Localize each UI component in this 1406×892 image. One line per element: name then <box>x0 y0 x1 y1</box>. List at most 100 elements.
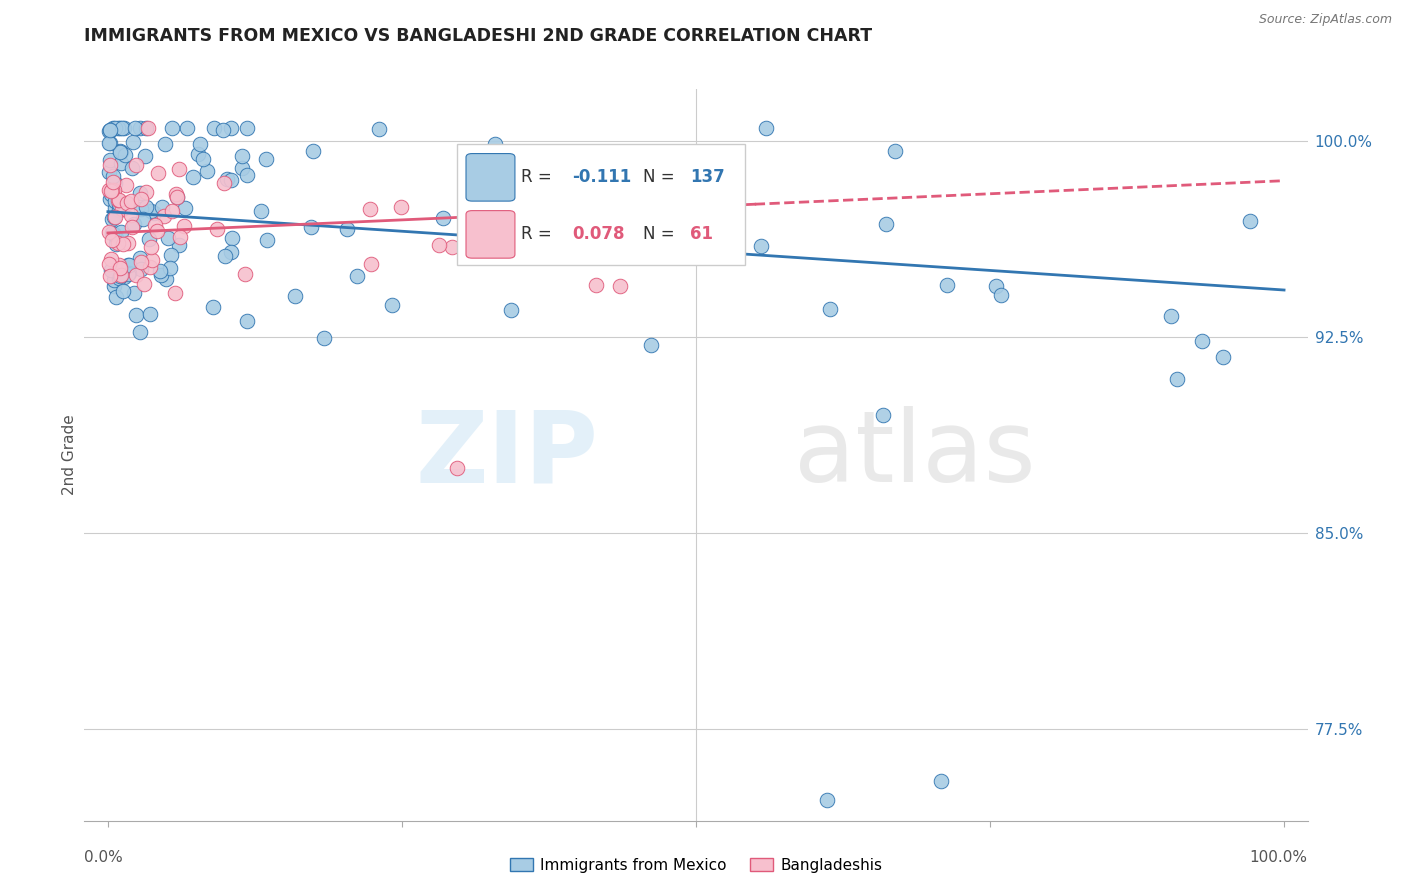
Point <box>640 338 662 352</box>
Point <box>432 211 454 225</box>
Text: 61: 61 <box>690 225 713 243</box>
Text: 0.0%: 0.0% <box>84 850 124 865</box>
Point <box>98 257 121 271</box>
Point <box>104 289 127 303</box>
Text: ZIP: ZIP <box>415 407 598 503</box>
Point <box>143 206 166 220</box>
Point <box>143 218 166 232</box>
Point <box>174 201 197 215</box>
Point <box>236 314 259 328</box>
Point <box>346 268 368 283</box>
Point <box>103 169 125 184</box>
Point <box>167 238 190 252</box>
Point <box>98 165 121 179</box>
Point <box>132 212 155 227</box>
Y-axis label: 2nd Grade: 2nd Grade <box>62 415 77 495</box>
Point <box>235 168 257 182</box>
Point <box>129 255 152 269</box>
Text: 100.0%: 100.0% <box>1250 850 1308 865</box>
Point <box>98 122 121 136</box>
Legend: Immigrants from Mexico, Bangladeshis: Immigrants from Mexico, Bangladeshis <box>503 852 889 879</box>
Point <box>110 145 132 159</box>
Point <box>550 227 572 242</box>
Point <box>108 145 131 159</box>
Point <box>110 155 132 169</box>
Point <box>107 235 129 250</box>
Point <box>299 219 322 234</box>
Text: R =: R = <box>522 168 557 186</box>
Point <box>484 137 506 152</box>
Point <box>600 182 623 196</box>
Point <box>103 183 125 197</box>
Point <box>188 137 211 152</box>
Point <box>125 158 148 172</box>
Point <box>118 266 141 280</box>
Point <box>98 183 121 197</box>
Point <box>181 169 204 184</box>
Point <box>256 233 278 247</box>
Point <box>114 148 136 162</box>
Point <box>219 245 242 260</box>
Point <box>108 194 131 208</box>
Point <box>100 185 122 199</box>
Point <box>103 211 125 225</box>
Point <box>314 331 336 345</box>
Point <box>110 225 132 239</box>
Point <box>138 232 160 246</box>
Point <box>205 222 228 236</box>
Point <box>233 267 256 281</box>
Text: R =: R = <box>522 225 557 243</box>
Point <box>219 121 242 136</box>
Point <box>441 240 464 254</box>
Point <box>221 231 243 245</box>
Point <box>132 277 155 291</box>
Point <box>104 210 127 224</box>
Point <box>112 284 135 298</box>
Point <box>215 172 238 186</box>
Point <box>167 162 190 177</box>
Point <box>166 190 188 204</box>
Point <box>120 194 142 208</box>
Point <box>122 286 145 301</box>
Point <box>1239 214 1261 228</box>
Point <box>98 225 121 239</box>
Point <box>104 194 127 208</box>
Point <box>883 144 905 158</box>
Point <box>600 228 623 243</box>
Point <box>121 219 143 234</box>
Point <box>446 461 468 475</box>
Point <box>129 326 152 340</box>
Point <box>108 270 131 285</box>
Point <box>98 136 121 150</box>
FancyBboxPatch shape <box>465 153 515 201</box>
Point <box>165 187 187 202</box>
Point <box>110 260 132 275</box>
Point <box>117 235 139 250</box>
Point <box>103 278 125 293</box>
Point <box>231 161 253 176</box>
Point <box>108 258 131 272</box>
Point <box>146 224 169 238</box>
Point <box>695 194 717 208</box>
Point <box>139 260 162 275</box>
Point <box>1160 309 1182 323</box>
Point <box>160 204 183 219</box>
Point <box>98 268 121 283</box>
Point <box>153 209 176 223</box>
FancyBboxPatch shape <box>465 211 515 258</box>
Point <box>149 268 172 283</box>
Point <box>121 161 143 176</box>
Point <box>166 190 188 204</box>
Point <box>176 121 198 136</box>
Point <box>1166 372 1188 386</box>
Point <box>136 121 159 136</box>
FancyBboxPatch shape <box>457 144 745 265</box>
Point <box>250 204 273 219</box>
Point <box>111 202 134 216</box>
Point <box>100 263 122 277</box>
Point <box>98 136 121 150</box>
Point <box>104 236 127 251</box>
Point <box>112 121 135 136</box>
Point <box>931 774 953 789</box>
Point <box>100 252 122 266</box>
